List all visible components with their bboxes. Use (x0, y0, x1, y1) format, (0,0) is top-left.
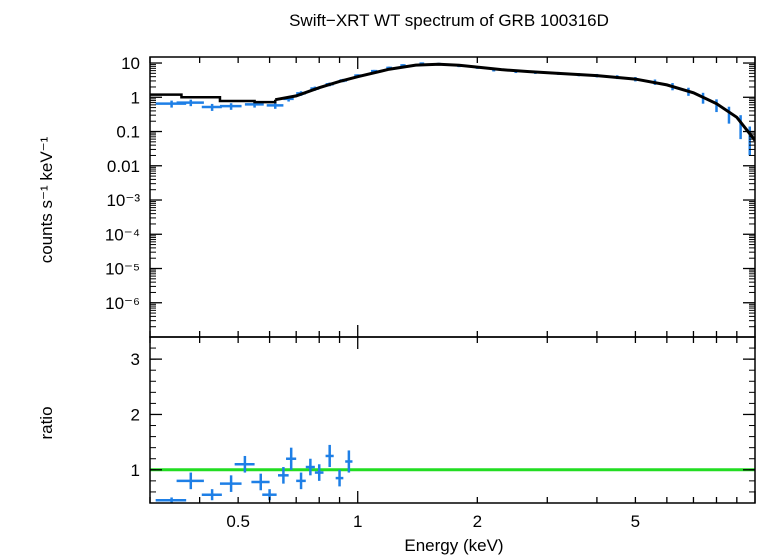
x-tick-label: 2 (473, 512, 482, 531)
panel-ratio: 1 2 3 (131, 336, 756, 504)
y-tick-label: 0.01 (107, 157, 140, 176)
model-curve-line (274, 62, 755, 142)
panel-plot-area (150, 62, 755, 156)
y-tick-label: 10⁻⁵ (105, 260, 140, 279)
y-tick-label: 3 (131, 350, 140, 369)
y-tick-label: 10 (121, 54, 140, 73)
x-tick-label: 0.5 (226, 512, 250, 531)
y-tick-label: 10⁻⁶ (105, 294, 140, 313)
panel-frame (149, 336, 756, 504)
x-tick-label: 5 (631, 512, 640, 531)
y-tick-label: 1 (131, 461, 140, 480)
x-axis-label: Energy (keV) (404, 536, 503, 555)
chart-title: Swift−XRT WT spectrum of GRB 100316D (289, 11, 609, 30)
y-axis-label-spectrum: counts s⁻¹ keV⁻¹ (37, 136, 56, 263)
panel-spectrum: 10 1 0.1 0.01 10⁻³ 10⁻⁴ 10⁻⁵ 10⁻⁶ (105, 54, 756, 338)
y-tick-label: 1 (131, 88, 140, 107)
model-step-line (150, 93, 277, 104)
y-axis-label-ratio: ratio (37, 406, 56, 439)
y-tick-label: 10⁻⁴ (105, 225, 140, 244)
y-tick-label: 0.1 (116, 123, 140, 142)
y-tick-label: 10⁻³ (106, 191, 140, 210)
x-tick-label: 1 (353, 512, 362, 531)
y-tick-label: 2 (131, 405, 140, 424)
panel-frame (149, 56, 756, 338)
panel-plot-area (150, 444, 755, 503)
